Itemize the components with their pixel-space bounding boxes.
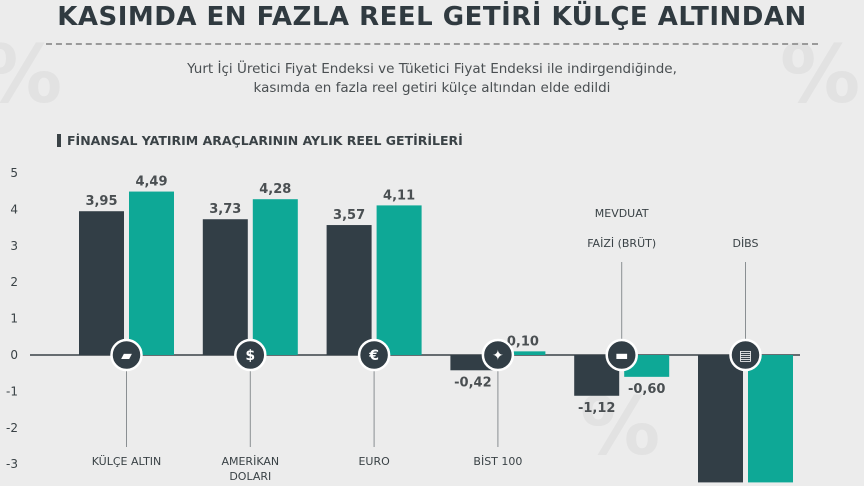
category-label: KÜLÇE ALTIN — [92, 455, 162, 468]
data-label: -0,42 — [454, 375, 491, 390]
y-tick-label: -3 — [6, 457, 18, 471]
data-label: -1,12 — [578, 401, 615, 416]
money-stack-icon — [605, 338, 638, 372]
title-divider — [46, 43, 818, 45]
page-title: KASIMDA EN FAZLA REEL GETİRİ KÜLÇE ALTIN… — [57, 2, 807, 32]
euro-icon — [357, 338, 391, 372]
data-label: 3,73 — [209, 202, 241, 217]
bar — [252, 199, 298, 355]
y-tick-label: 2 — [10, 275, 18, 289]
data-label: -0,60 — [628, 382, 665, 397]
gold-bar-icon — [110, 338, 143, 372]
stock-exchange-icon — [481, 338, 515, 372]
y-tick-label: 5 — [10, 166, 18, 180]
subtitle: Yurt İçi Üretici Fiyat Endeksi ve Tüketi… — [100, 60, 764, 98]
y-tick-label: 0 — [10, 348, 18, 362]
category-label: BİST 100 — [473, 455, 522, 468]
dollar-icon — [234, 338, 267, 372]
stock-exchange-icon-glyph: ✦ — [492, 348, 504, 364]
category-label: DİBS — [732, 237, 758, 250]
chart-title: FİNANSAL YATIRIM ARAÇLARININ AYLIK REEL … — [57, 133, 463, 148]
document-icon — [729, 338, 762, 372]
y-tick-label: -2 — [6, 421, 18, 435]
chart-title-text: FİNANSAL YATIRIM ARAÇLARININ AYLIK REEL … — [67, 133, 463, 148]
y-tick-label: -1 — [6, 384, 18, 398]
category-label: MEVDUAT — [595, 207, 649, 220]
subtitle-line-1: Yurt İçi Üretici Fiyat Endeksi ve Tüketi… — [187, 61, 677, 77]
dollar-icon-glyph: $ — [245, 348, 255, 364]
bar — [79, 211, 124, 355]
data-label: 4,28 — [259, 182, 291, 197]
bar — [129, 191, 174, 355]
document-icon-glyph: ▤ — [739, 348, 752, 364]
bar — [698, 355, 743, 483]
bar — [748, 355, 793, 483]
category-label: DOLARI — [229, 470, 271, 483]
data-label: 3,95 — [85, 194, 117, 209]
category-label: AMERİKAN — [221, 455, 279, 468]
bar — [202, 219, 248, 355]
money-stack-icon-glyph: ▬ — [615, 348, 628, 364]
gold-bar-icon-glyph: ▰ — [121, 348, 132, 364]
euro-icon-glyph: € — [368, 348, 379, 364]
data-label: 4,11 — [383, 188, 415, 203]
y-tick-label: 3 — [10, 239, 18, 253]
data-label: 4,49 — [135, 175, 167, 190]
bar — [500, 351, 546, 355]
bar — [326, 225, 372, 355]
category-label: FAİZİ (BRÜT) — [587, 237, 656, 250]
y-tick-label: 4 — [10, 202, 18, 216]
bar — [376, 205, 422, 355]
category-label: EURO — [358, 455, 390, 468]
data-label: 0,10 — [507, 334, 539, 349]
chart-title-marker — [57, 134, 61, 147]
subtitle-line-2: kasımda en fazla reel getiri külçe altın… — [253, 80, 611, 96]
y-tick-label: 1 — [10, 312, 18, 326]
data-label: 3,57 — [333, 208, 365, 223]
